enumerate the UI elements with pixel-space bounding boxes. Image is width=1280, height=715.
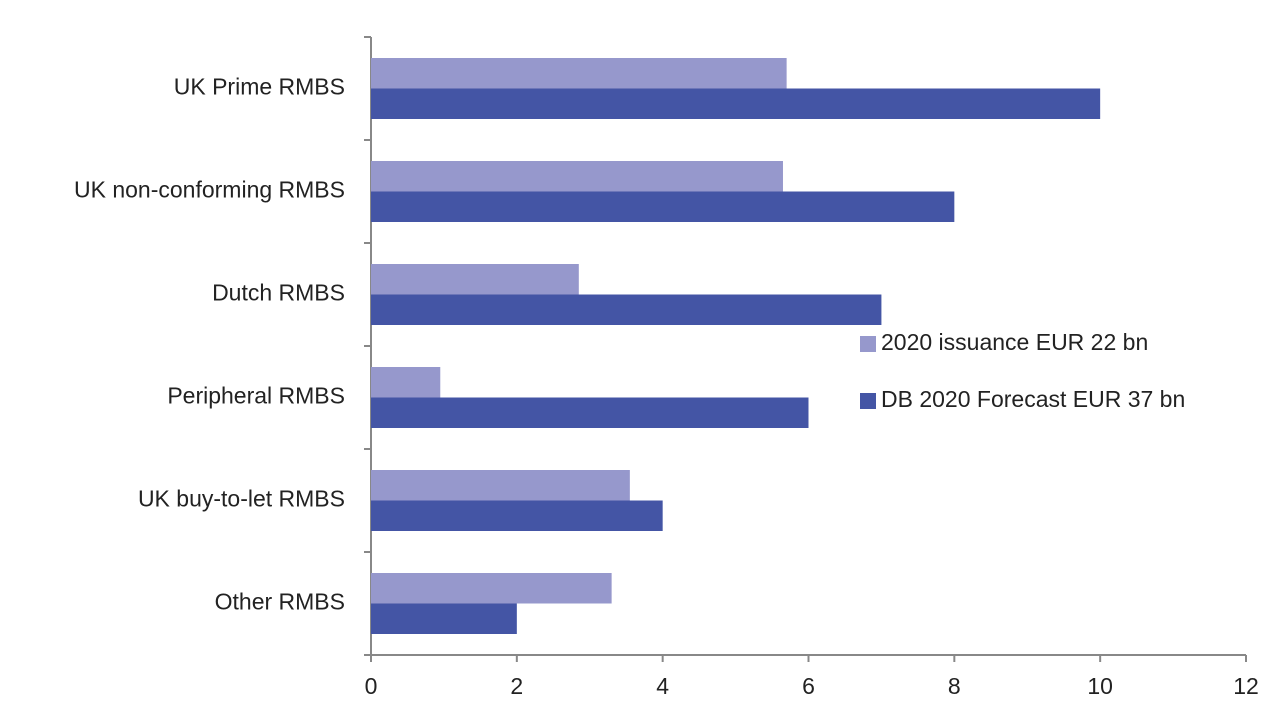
bar [371, 470, 630, 501]
x-tick-label: 2 [510, 673, 523, 699]
x-tick-label: 0 [365, 673, 378, 699]
y-tick-label: UK Prime RMBS [174, 74, 345, 100]
y-tick-label: Other RMBS [215, 589, 345, 615]
bar [371, 603, 517, 634]
x-tick-label: 4 [656, 673, 669, 699]
legend-swatch [860, 336, 876, 352]
y-tick-label: UK non-conforming RMBS [74, 177, 345, 203]
legend-label: 2020 issuance EUR 22 bn [881, 329, 1148, 355]
y-tick-label: Dutch RMBS [212, 280, 345, 306]
y-tick-label: UK buy-to-let RMBS [138, 486, 345, 512]
bar [371, 367, 441, 398]
x-tick-label: 10 [1087, 673, 1113, 699]
bar [371, 88, 1101, 119]
bar [371, 397, 809, 428]
x-tick-label: 12 [1233, 673, 1259, 699]
bar [371, 191, 955, 222]
y-tick-label: Peripheral RMBS [167, 383, 345, 409]
x-tick-label: 8 [948, 673, 961, 699]
bar [371, 161, 783, 192]
bar [371, 500, 663, 531]
bar [371, 264, 579, 295]
bar [371, 573, 612, 604]
legend-swatch [860, 393, 876, 409]
bar [371, 58, 787, 89]
legend-label: DB 2020 Forecast EUR 37 bn [881, 386, 1185, 412]
bar [371, 294, 882, 325]
x-tick-label: 6 [802, 673, 815, 699]
